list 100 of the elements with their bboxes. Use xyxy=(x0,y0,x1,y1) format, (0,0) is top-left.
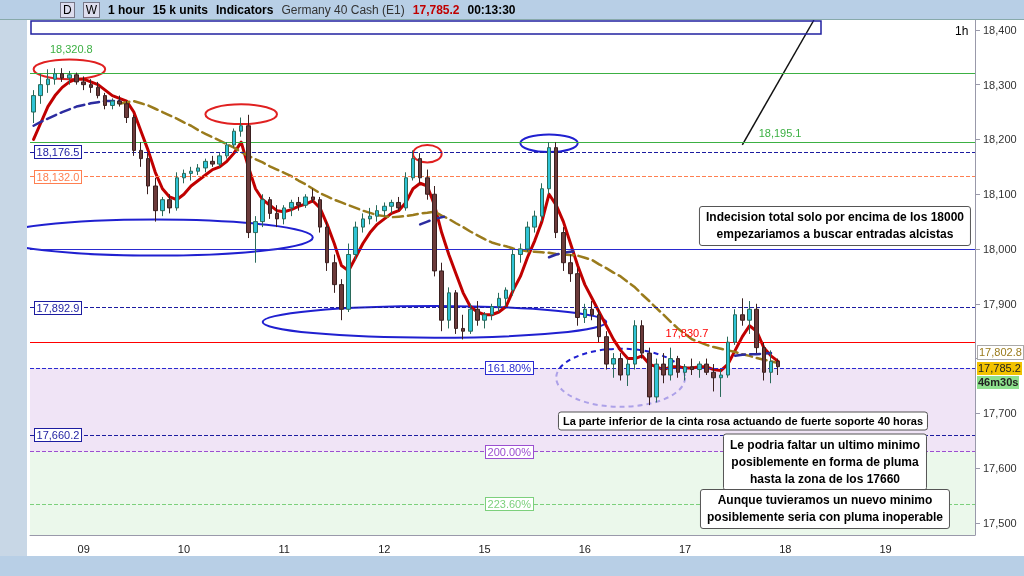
y-tick-label: 17,900 xyxy=(983,297,1017,310)
candlestick xyxy=(668,347,673,381)
candlestick xyxy=(740,297,745,327)
candlestick xyxy=(303,193,308,209)
ref-line-label: 17,660.2 xyxy=(33,428,83,443)
annotation: 161.80% xyxy=(484,360,535,375)
text: 00:13:30 xyxy=(467,2,516,17)
candlestick xyxy=(368,207,372,225)
text: W xyxy=(82,1,100,18)
candlestick xyxy=(196,163,200,176)
candlestick xyxy=(268,196,272,220)
candlestick xyxy=(31,89,36,124)
candlestick xyxy=(38,73,43,105)
candlestick xyxy=(633,319,637,371)
candlestick xyxy=(676,355,680,379)
candlestick xyxy=(67,70,72,86)
candlestick xyxy=(260,193,265,228)
candlestick xyxy=(139,141,143,168)
candlestick xyxy=(604,330,609,371)
candlestick xyxy=(53,67,57,86)
candlestick xyxy=(490,303,494,321)
ref-line-label: 18,176.5 xyxy=(33,145,83,160)
candlestick xyxy=(719,369,723,398)
candlestick xyxy=(411,149,415,182)
annotation: Aunque tuvieramos un nuevo minimo posiblemente seria con pluma inoperable xyxy=(699,489,951,529)
x-tick-label: 15 xyxy=(478,542,491,555)
candlestick xyxy=(203,158,208,173)
annotation: 223.60% xyxy=(484,496,535,511)
candlestick xyxy=(282,204,286,225)
candlestick xyxy=(575,267,580,327)
candlestick xyxy=(647,347,652,406)
candlestick xyxy=(432,185,437,277)
annotation: La parte inferior de la cinta rosa actuando de fuerte soporte 40 horas xyxy=(557,411,929,431)
candlestick xyxy=(776,358,780,376)
candlestick xyxy=(461,314,465,340)
candlestick xyxy=(654,358,659,403)
candlestick xyxy=(160,196,165,217)
candlestick xyxy=(132,114,136,157)
ref-line-label: 18,195.1 xyxy=(756,127,804,140)
candlestick xyxy=(511,248,515,297)
candlestick xyxy=(167,193,172,214)
candlestick xyxy=(418,152,422,184)
text: 15 k units xyxy=(152,2,209,17)
candlestick xyxy=(661,352,666,384)
text: Indicators xyxy=(216,2,274,17)
candlestick xyxy=(497,292,501,313)
candlestick xyxy=(475,300,480,327)
candlestick xyxy=(554,141,558,239)
y-tick-label: 18,000 xyxy=(983,243,1017,256)
candlestick xyxy=(153,177,158,223)
candlestick xyxy=(361,212,365,234)
candlestick xyxy=(583,303,587,324)
candlestick xyxy=(74,72,79,86)
candlestick xyxy=(518,243,523,264)
candlestick xyxy=(454,289,458,335)
candlestick xyxy=(568,253,573,283)
text: 17,802.8 xyxy=(977,345,1024,360)
candlestick xyxy=(690,358,694,376)
candlestick xyxy=(683,363,687,381)
candlestick xyxy=(597,308,601,343)
candlestick xyxy=(590,300,594,321)
candlestick xyxy=(640,319,644,360)
ref-line-label: 17,830.7 xyxy=(664,326,710,339)
candlestick xyxy=(253,215,258,264)
annotation: Le podria faltar un ultimo minimo posiblemente en forma de pluma hasta la zona de los 17660 xyxy=(722,433,928,491)
candlestick xyxy=(626,358,630,387)
candlestick xyxy=(540,182,544,223)
candlestick xyxy=(60,67,64,83)
candlestick xyxy=(396,196,401,212)
text: 1 hour xyxy=(108,2,145,17)
candlestick xyxy=(117,95,122,108)
candlestick xyxy=(711,363,716,392)
x-tick-label: 10 xyxy=(177,542,191,555)
y-tick-label: 17,700 xyxy=(983,407,1017,420)
candlestick xyxy=(124,100,129,124)
y-tick-label: 18,200 xyxy=(983,133,1017,146)
candlestick xyxy=(246,114,251,239)
annotation: Indecision total solo por encima de los 18000 empezariamos a buscar entradas alcistas xyxy=(698,206,972,246)
candlestick xyxy=(754,303,759,354)
candlestick xyxy=(146,152,150,195)
candlestick xyxy=(762,341,766,381)
candlestick xyxy=(225,141,229,160)
candlestick xyxy=(726,336,730,379)
candlestick xyxy=(210,155,215,168)
candlestick xyxy=(182,169,186,184)
y-tick-label: 17,600 xyxy=(983,462,1017,475)
ref-line-label: 18,132.0 xyxy=(33,169,83,184)
candlestick xyxy=(81,75,86,91)
candlestick xyxy=(311,188,315,203)
candlestick xyxy=(425,169,430,201)
candlestick xyxy=(525,221,530,253)
text: 46m30s xyxy=(977,376,1020,389)
ref-line-label: 18,320.8 xyxy=(47,43,95,56)
candlestick xyxy=(447,286,451,329)
candlestick xyxy=(103,92,107,110)
candlestick xyxy=(46,68,50,94)
candlestick xyxy=(89,78,93,94)
candlestick xyxy=(232,127,236,149)
candlestick xyxy=(697,360,702,379)
candlestick xyxy=(618,352,623,381)
